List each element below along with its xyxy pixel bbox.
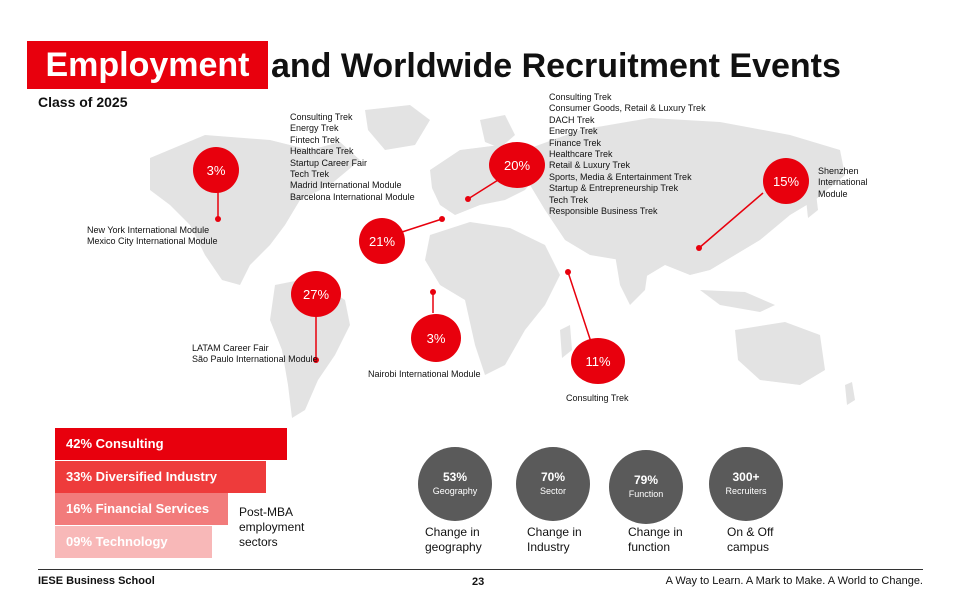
region-bubble-middle-east: 11% [571, 338, 625, 384]
title-highlight: Employment [27, 41, 268, 89]
event-item: Energy Trek [549, 126, 598, 137]
region-bubble-europe-east: 20% [489, 142, 545, 188]
events-latam: LATAM Career Fair São Paulo Internationa… [192, 343, 318, 366]
caption-line: Change in [527, 525, 582, 539]
stat-value: 300+ [732, 470, 760, 484]
events-north-america: New York International Module Mexico Cit… [87, 225, 218, 248]
stat-category: Function [628, 489, 664, 499]
stat-caption-geography: Change in geography [425, 525, 482, 555]
footer-school-name: IESE Business School [38, 575, 155, 587]
region-bubble-asia: 15% [763, 158, 809, 204]
events-middle-east: Consulting Trek [566, 393, 629, 404]
event-item: Startup Career Fair [290, 157, 368, 168]
stat-recruiters: 300+ Recruiters [709, 447, 783, 521]
stat-value: 70% [540, 470, 566, 484]
caption-line: function [628, 540, 671, 554]
sectors-note-line: sectors [239, 535, 278, 549]
event-item: Consulting Trek [566, 393, 629, 403]
events-asia: Shenzhen International Module [818, 166, 868, 200]
event-item: Barcelona International Module [290, 191, 415, 202]
event-item: Fintech Trek [290, 134, 340, 145]
event-item: Consumer Goods, Retail & Luxury Trek [549, 103, 706, 114]
caption-line: On & Off [727, 525, 774, 539]
caption-line: Change in [628, 525, 683, 539]
sectors-note-line: employment [239, 520, 305, 534]
sector-bar-financial-services: 16% Financial Services [55, 493, 228, 525]
stat-function: 79% Function [609, 450, 683, 524]
event-item: LATAM Career Fair [192, 343, 269, 353]
event-item: Module [818, 188, 848, 199]
event-item: Energy Trek [290, 123, 339, 134]
sector-bar-diversified-industry: 33% Diversified Industry [55, 460, 267, 493]
caption-line: Change in [425, 525, 480, 539]
stat-caption-sector: Change in Industry [527, 525, 582, 555]
event-item: Finance Trek [549, 137, 602, 148]
event-item: Responsible Business Trek [549, 206, 658, 217]
events-africa: Nairobi International Module [368, 369, 481, 380]
footer-tagline: A Way to Learn. A Mark to Make. A World … [665, 575, 923, 587]
events-europe-east: Consulting Trek Consumer Goods, Retail &… [549, 92, 706, 217]
event-item: Sports, Media & Entertainment Trek [549, 171, 692, 182]
sectors-note: Post-MBA employment sectors [239, 505, 304, 550]
event-item: Nairobi International Module [368, 369, 481, 379]
caption-line: Industry [527, 540, 570, 554]
region-bubble-africa: 3% [411, 314, 461, 362]
event-item: São Paulo International Module [192, 354, 318, 365]
event-item: Mexico City International Module [87, 236, 218, 247]
stat-caption-function: Change in function [628, 525, 683, 555]
stat-geography: 53% Geography [418, 447, 492, 521]
sector-bar-consulting: 42% Consulting [55, 428, 287, 460]
event-item: Consulting Trek [549, 92, 612, 102]
event-item: Shenzhen [818, 166, 859, 176]
stat-caption-recruiters: On & Off campus [727, 525, 773, 555]
stat-category: Recruiters [725, 486, 767, 496]
event-item: Healthcare Trek [549, 149, 613, 160]
region-bubble-europe-west: 21% [359, 218, 405, 264]
event-item: International [818, 177, 868, 188]
footer-divider [38, 569, 923, 570]
event-item: Healthcare Trek [290, 146, 354, 157]
event-item: New York International Module [87, 225, 210, 235]
stat-value: 79% [633, 473, 659, 487]
event-item: Tech Trek [290, 169, 330, 180]
stat-value: 53% [442, 470, 468, 484]
event-item: Madrid International Module [290, 180, 402, 191]
event-item: Startup & Entrepreneurship Trek [549, 183, 679, 194]
event-item: Retail & Luxury Trek [549, 160, 631, 171]
title-rest: and Worldwide Recruitment Events [271, 47, 841, 85]
sectors-note-line: Post-MBA [239, 505, 294, 519]
page-number: 23 [472, 576, 485, 588]
event-item: Tech Trek [549, 194, 589, 205]
region-bubble-latam: 27% [291, 271, 341, 317]
caption-line: geography [425, 540, 482, 554]
stat-category: Sector [539, 486, 566, 496]
events-europe-west: Consulting Trek Energy Trek Fintech Trek… [290, 112, 415, 203]
sector-bar-technology: 09% Technology [55, 525, 212, 558]
stat-sector: 70% Sector [516, 447, 590, 521]
event-item: Consulting Trek [290, 112, 353, 122]
event-item: DACH Trek [549, 114, 595, 125]
stat-category: Geography [432, 486, 478, 496]
caption-line: campus [727, 540, 770, 554]
subtitle: Class of 2025 [38, 94, 128, 110]
region-bubble-north-america: 3% [193, 147, 239, 193]
